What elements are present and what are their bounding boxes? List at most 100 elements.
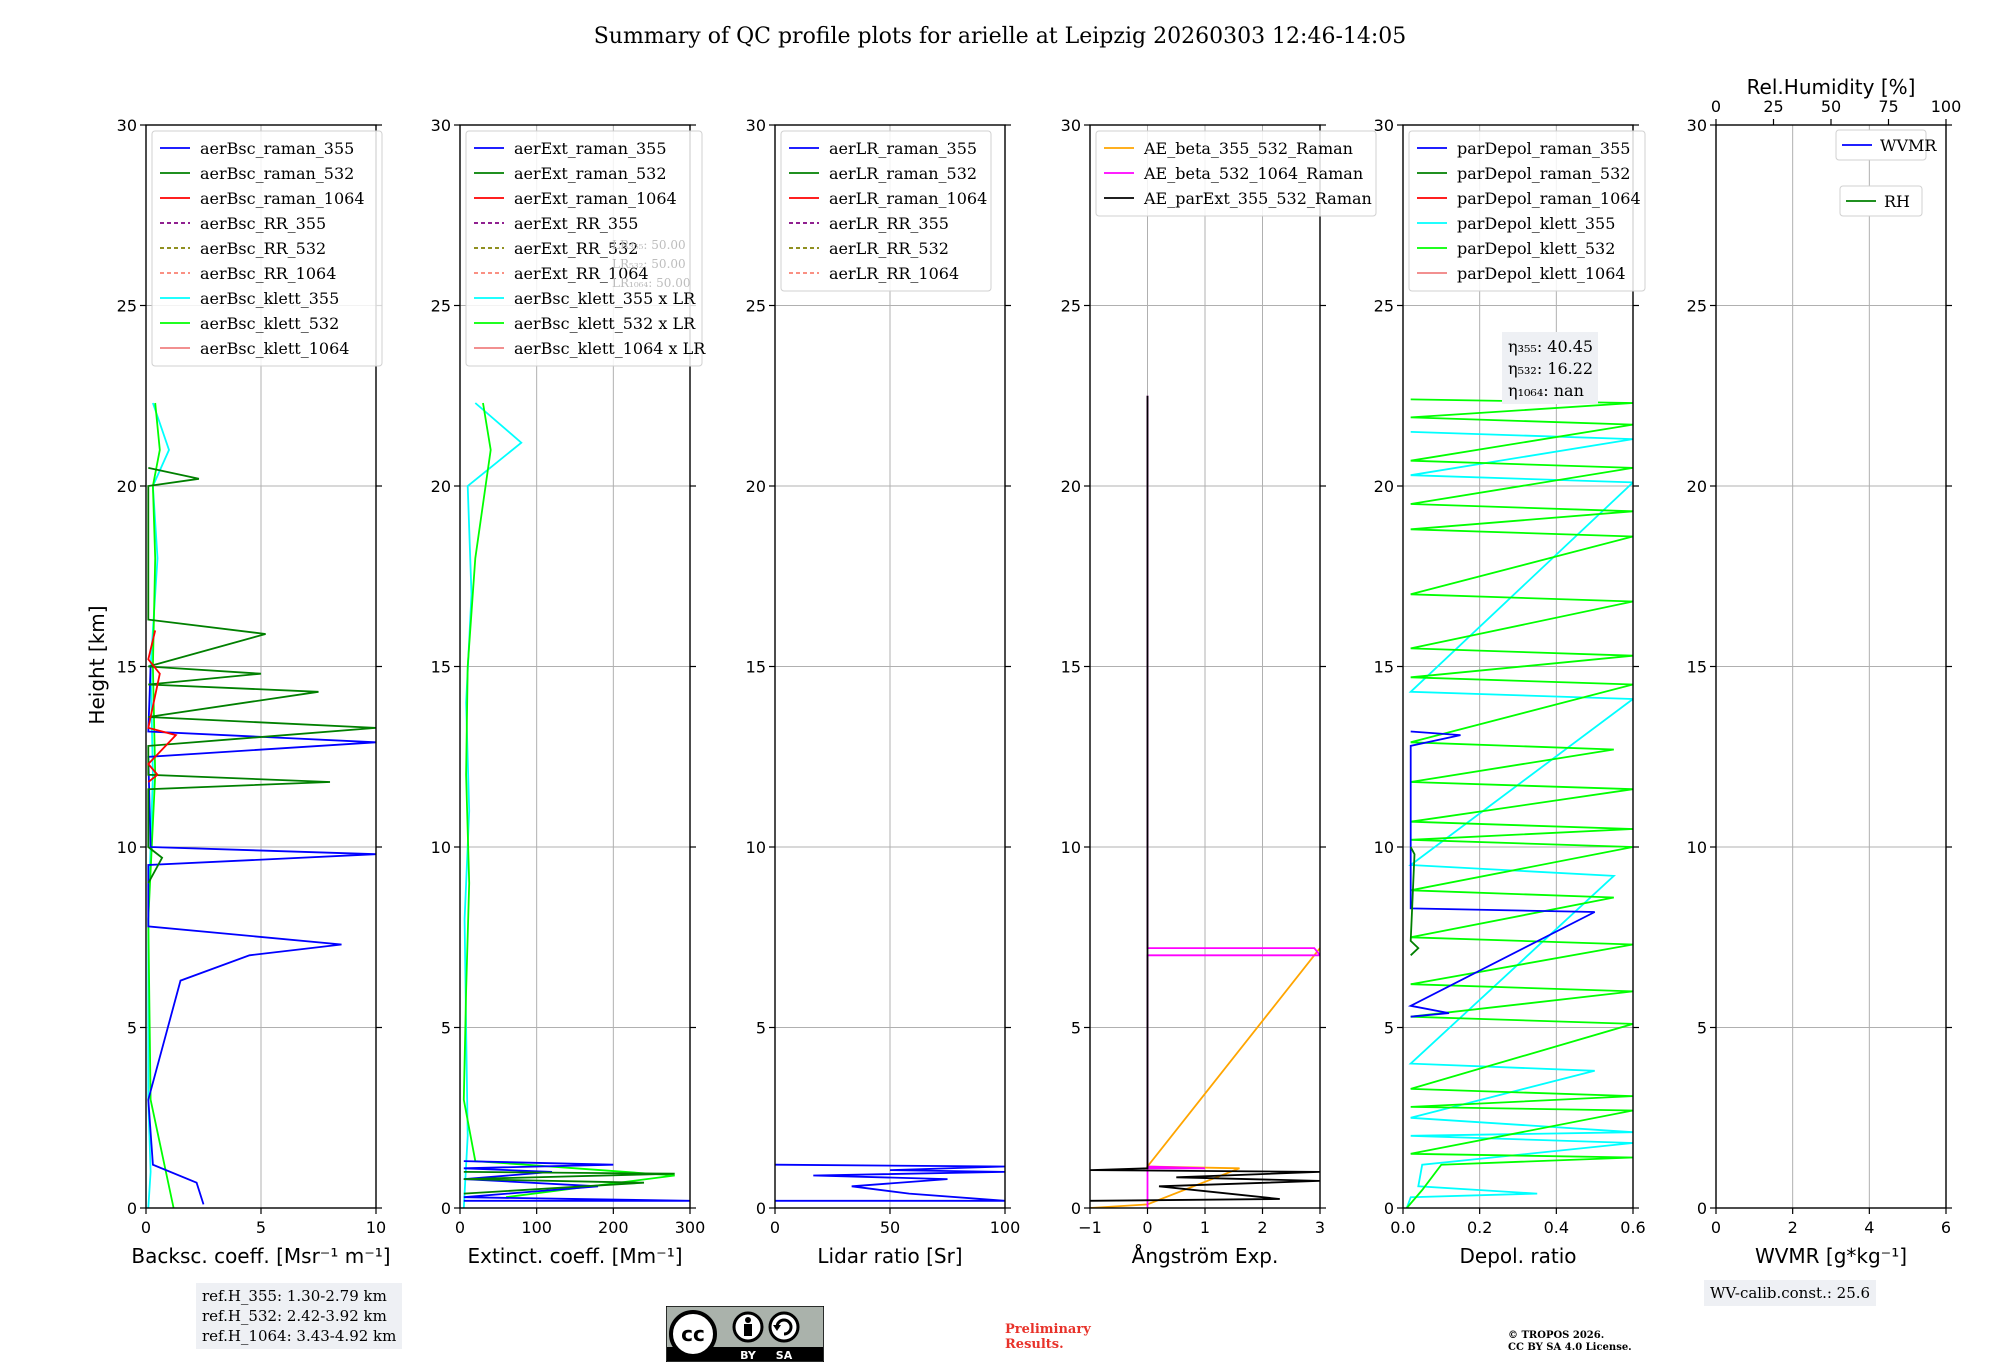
figure-title: Summary of QC profile plots for arielle … bbox=[594, 24, 1407, 49]
legend-label: aerLR_RR_532 bbox=[829, 239, 949, 258]
y-tick-label: 15 bbox=[746, 658, 766, 677]
legend-label: aerBsc_klett_355 x LR bbox=[514, 289, 696, 308]
y-tick-label: 5 bbox=[127, 1019, 137, 1038]
plot-frame bbox=[459, 124, 691, 1209]
x-tick-label: 2 bbox=[1257, 1218, 1267, 1237]
legend-label: aerExt_RR_355 bbox=[514, 214, 638, 233]
preliminary-line-2: Results. bbox=[1005, 1337, 1064, 1352]
legend-label: aerLR_raman_1064 bbox=[829, 189, 987, 208]
x-axis-label: Ångström Exp. bbox=[1132, 1244, 1279, 1268]
y-tick-label: 10 bbox=[117, 838, 137, 857]
x-tick-label: −1 bbox=[1078, 1218, 1102, 1237]
y-tick-label: 5 bbox=[441, 1019, 451, 1038]
series-AE_parExt_355_532_Raman bbox=[1090, 395, 1320, 1202]
legend-label: aerLR_raman_355 bbox=[829, 139, 977, 158]
y-tick-label: 30 bbox=[746, 116, 766, 135]
y-tick-label: 0 bbox=[756, 1199, 766, 1218]
panel-backscatter: 0 5 10 15 20 25 30 0 5 10 Backsc. coeff. [Msr⁻¹ m⁻… bbox=[117, 116, 391, 1268]
legend-label: aerBsc_klett_532 bbox=[200, 314, 339, 333]
x-tick-label: 100 bbox=[990, 1218, 1021, 1237]
y-tick-label: 15 bbox=[1061, 658, 1081, 677]
x-tick-label: 5 bbox=[256, 1218, 266, 1237]
lidar-ratio-label: LR₁₀₆₄: 50.00 bbox=[612, 276, 690, 290]
sa-share-alike-icon bbox=[768, 1311, 800, 1343]
wv-calib-box: WV-calib.const.: 25.6 bbox=[1704, 1280, 1877, 1306]
y-tick-label: 25 bbox=[746, 297, 766, 316]
legend-rh: RH bbox=[1839, 185, 1923, 217]
legend-label: RH bbox=[1884, 192, 1910, 211]
legend: aerLR_raman_355 aerLR_raman_532 aerLR_rama… bbox=[780, 130, 992, 292]
series-aerBsc_raman_355 bbox=[147, 666, 376, 1205]
copyright-line-1: © TROPOS 2026. bbox=[1508, 1330, 1605, 1341]
legend-label: aerBsc_klett_1064 x LR bbox=[514, 339, 706, 358]
y-tick-label: 20 bbox=[1687, 477, 1707, 496]
copyright-line-2: CC BY SA 4.0 License. bbox=[1508, 1342, 1632, 1353]
preliminary-note: Preliminary Results. bbox=[1005, 1322, 1091, 1352]
y-tick-label: 30 bbox=[117, 116, 137, 135]
series-aerLR_raman_355 bbox=[775, 1163, 1005, 1202]
y-tick-label: 15 bbox=[117, 658, 137, 677]
reference-height-box: ref.H_355: 1.30-2.79 km ref.H_532: 2.42-… bbox=[196, 1283, 403, 1349]
y-tick-label: 10 bbox=[1061, 838, 1081, 857]
top-tick-label: 100 bbox=[1931, 97, 1962, 116]
x-axis-label: Backsc. coeff. [Msr⁻¹ m⁻¹] bbox=[131, 1244, 390, 1268]
series-group bbox=[1405, 398, 1633, 1208]
y-tick-label: 0 bbox=[1071, 1199, 1081, 1218]
y-tick-label: 5 bbox=[1697, 1019, 1707, 1038]
series-parDepol_klett_532 bbox=[1406, 398, 1633, 1208]
legend-label: WVMR bbox=[1880, 136, 1937, 155]
series-aerExt_raman_532 bbox=[463, 1171, 675, 1195]
legend-label: aerBsc_klett_355 bbox=[200, 289, 339, 308]
legend-label: AE_beta_532_1064_Raman bbox=[1143, 164, 1363, 183]
x-tick-label: 100 bbox=[521, 1218, 552, 1237]
series-parDepol_raman_532 bbox=[1409, 846, 1420, 956]
panel-depolarization: 0 5 10 15 20 25 30 0.0 0.2 0.4 0.6 Depol. ratio parD… bbox=[1374, 116, 1646, 1268]
series-AE_beta_355_532_Raman bbox=[1090, 947, 1320, 1208]
y-tick-label: 20 bbox=[431, 477, 451, 496]
legend-label: parDepol_klett_1064 bbox=[1457, 264, 1626, 283]
y-tick-label: 20 bbox=[1061, 477, 1081, 496]
legend-box bbox=[1408, 130, 1646, 292]
x-tick-label: 0 bbox=[1711, 1218, 1721, 1237]
x-tick-label: 0 bbox=[455, 1218, 465, 1237]
top-tick-label: 0 bbox=[1711, 97, 1721, 116]
legend-label: aerExt_RR_532 bbox=[514, 239, 638, 258]
y-tick-label: 25 bbox=[1061, 297, 1081, 316]
ref-height-355: ref.H_355: 1.30-2.79 km bbox=[202, 1287, 387, 1305]
top-axis-label: Rel.Humidity [%] bbox=[1747, 75, 1916, 99]
y-tick-label: 30 bbox=[1374, 116, 1394, 135]
x-tick-label: 200 bbox=[598, 1218, 629, 1237]
wv-calib-constant: WV-calib.const.: 25.6 bbox=[1710, 1284, 1871, 1302]
x-axis-label: Extinct. coeff. [Mm⁻¹] bbox=[467, 1244, 682, 1268]
top-tick-label: 50 bbox=[1821, 97, 1841, 116]
y-tick-label: 25 bbox=[117, 297, 137, 316]
eta-box-bg bbox=[1502, 332, 1598, 404]
x-tick-label: 4 bbox=[1864, 1218, 1874, 1237]
legend-box bbox=[780, 130, 992, 292]
legend-label: aerBsc_RR_1064 bbox=[200, 264, 336, 283]
x-tick-label: 0 bbox=[141, 1218, 151, 1237]
y-tick-label: 25 bbox=[431, 297, 451, 316]
legend: aerExt_raman_355 aerExt_raman_532 aerExt_r… bbox=[465, 130, 706, 367]
x-tick-label: 2 bbox=[1788, 1218, 1798, 1237]
cc-mark: cc bbox=[681, 1322, 705, 1346]
legend-label: aerBsc_klett_532 x LR bbox=[514, 314, 696, 333]
y-tick-label: 10 bbox=[431, 838, 451, 857]
legend-label: aerBsc_raman_532 bbox=[200, 164, 354, 183]
legend: parDepol_raman_355 parDepol_raman_532 parD… bbox=[1408, 130, 1646, 292]
series-aerBsc_klett_532 bbox=[147, 402, 175, 1208]
y-tick-label: 10 bbox=[1687, 838, 1707, 857]
series-AE_beta_532_1064_Raman bbox=[1146, 395, 1320, 1208]
x-tick-label: 3 bbox=[1315, 1218, 1325, 1237]
legend: AE_beta_355_532_Raman AE_beta_532_1064_Ra… bbox=[1095, 130, 1377, 217]
ref-height-1064: ref.H_1064: 3.43-4.92 km bbox=[202, 1327, 397, 1345]
series-group bbox=[462, 402, 690, 1208]
legend-box bbox=[465, 130, 703, 367]
y-tick-label: 0 bbox=[127, 1199, 137, 1218]
x-tick-label: 1 bbox=[1200, 1218, 1210, 1237]
series-aerBsc_klett_355 bbox=[147, 402, 170, 1208]
cc-license-logo: cc BY SA bbox=[666, 1306, 824, 1362]
series-aerBsc_klett_532 x LR bbox=[462, 402, 675, 1199]
legend-box bbox=[1839, 185, 1923, 217]
